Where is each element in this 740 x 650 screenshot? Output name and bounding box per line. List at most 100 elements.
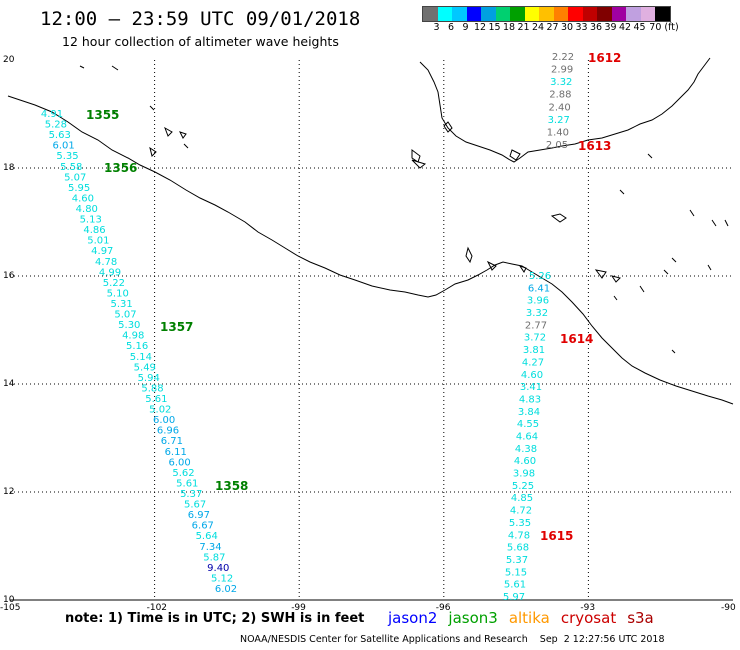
lat-lon-grid xyxy=(10,60,733,601)
swh-value: 4.60 xyxy=(72,193,94,204)
swh-value: 6.71 xyxy=(161,436,183,447)
coastline-mexico xyxy=(7,95,734,405)
swh-value: 6.00 xyxy=(168,457,190,468)
swh-value: 5.22 xyxy=(103,278,125,289)
colorbar-swatch xyxy=(582,7,597,21)
pass-time-labels: 1355 1356 1357 1358 1612 1613 1614 1615 xyxy=(86,51,621,543)
colorbar-swatch xyxy=(495,7,510,21)
colorbar-swatch xyxy=(655,7,670,21)
colorbar-label: 24 xyxy=(531,22,545,33)
swh-value: 3.72 xyxy=(524,333,546,344)
island-marks xyxy=(79,65,729,354)
swh-value: 4.83 xyxy=(519,395,541,406)
latitude-label: 16 xyxy=(3,271,15,281)
swh-value: 4.72 xyxy=(510,506,532,517)
swh-value: 5.13 xyxy=(80,215,102,226)
swh-value: 5.37 xyxy=(180,489,202,500)
longitude-label: -93 xyxy=(580,603,595,613)
swh-value: 5.63 xyxy=(49,130,71,141)
swh-value: 5.94 xyxy=(138,373,160,384)
swh-value: 5.35 xyxy=(56,151,78,162)
colorbar-label: 33 xyxy=(575,22,588,33)
pass-time-label: 1358 xyxy=(215,479,248,493)
latitude-label: 14 xyxy=(3,379,15,389)
swh-value: 6.00 xyxy=(153,415,175,426)
swh-value: 3.98 xyxy=(513,469,535,480)
swh-value: 1.40 xyxy=(547,127,569,138)
swh-value: 4.78 xyxy=(95,257,117,268)
swh-value: 5.49 xyxy=(134,362,156,373)
swh-value: 5.35 xyxy=(509,518,531,529)
swh-value: 6.41 xyxy=(528,283,550,294)
swh-value: 4.27 xyxy=(522,357,544,368)
swh-value: 5.62 xyxy=(172,468,194,479)
swh-value: 5.87 xyxy=(203,552,225,563)
swh-value: 3.81 xyxy=(523,345,545,356)
pass-time-label: 1612 xyxy=(588,51,621,65)
legend-cryosat: cryosat xyxy=(560,609,617,627)
legend-jason2: jason2 xyxy=(388,609,438,627)
swh-value: 3.96 xyxy=(527,296,549,307)
swh-value: 4.80 xyxy=(76,204,98,215)
swh-value: 5.07 xyxy=(64,172,86,183)
colorbar-swatch xyxy=(466,7,481,21)
colorbar-label: 42 xyxy=(618,22,632,33)
credit-line: NOAA/NESDIS Center for Satellite Applica… xyxy=(240,634,665,645)
colorbar-label: 9 xyxy=(462,22,469,33)
colorbar-label: 36 xyxy=(589,22,603,33)
colorbar-label: 15 xyxy=(488,22,501,33)
pass-time-label: 1615 xyxy=(540,529,573,543)
coastline-gulf xyxy=(419,57,711,163)
colorbar-label: 3 xyxy=(433,22,440,33)
longitude-label: -102 xyxy=(147,603,167,613)
swh-value: 3.84 xyxy=(518,407,540,418)
legend-s3a: s3a xyxy=(627,609,654,627)
colorbar-swatch xyxy=(597,7,612,21)
pass-time-label: 1614 xyxy=(560,332,593,346)
swh-value: 2.88 xyxy=(549,90,571,101)
swh-value: 5.12 xyxy=(211,573,233,584)
swh-value: 4.60 xyxy=(521,370,543,381)
swh-value: 3.32 xyxy=(526,308,548,319)
colorbar-label: 21 xyxy=(517,22,530,33)
pass-time-label: 1355 xyxy=(86,108,119,122)
swh-value: 2.05 xyxy=(546,140,568,151)
swh-value: 5.15 xyxy=(505,567,527,578)
latitude-label: 12 xyxy=(3,487,14,497)
longitude-labels: -105 -102 -99 -96 -93 -90 xyxy=(0,603,736,613)
latitude-label: 10 xyxy=(3,595,15,605)
satellite-legend: jason2 jason3 altika cryosat s3a xyxy=(388,609,665,627)
latitude-labels: 20 18 16 14 12 10 xyxy=(3,55,15,605)
colorbar-label: 30 xyxy=(560,22,574,33)
swh-value: 6.01 xyxy=(52,141,74,152)
swh-value: 4.99 xyxy=(99,267,121,278)
swh-value: 5.01 xyxy=(87,236,109,247)
swh-value: 5.67 xyxy=(184,500,206,511)
legend-jason3: jason3 xyxy=(448,609,498,627)
coastline xyxy=(7,57,734,405)
colorbar-swatch xyxy=(452,7,467,21)
swh-value: 4.86 xyxy=(83,225,105,236)
colorbar-swatch xyxy=(640,7,655,21)
swh-value: 4.55 xyxy=(517,419,539,430)
chart-title: 12:00 – 23:59 UTC 09/01/2018 xyxy=(40,8,361,30)
colorbar-swatch xyxy=(481,7,496,21)
pass-time-label: 1613 xyxy=(578,139,611,153)
swh-value: 9.40 xyxy=(207,563,229,574)
wave-height-colorbar xyxy=(422,6,671,22)
swh-value: 4.78 xyxy=(508,530,530,541)
swh-value: 2.99 xyxy=(551,65,573,76)
swh-value: 5.95 xyxy=(68,183,90,194)
swh-value: 4.64 xyxy=(516,432,538,443)
swh-value: 7.34 xyxy=(199,542,221,553)
swh-value: 4.60 xyxy=(514,456,536,467)
colorbar-swatch xyxy=(423,7,438,21)
swh-value: 5.64 xyxy=(196,531,218,542)
pass-time-label: 1357 xyxy=(160,320,193,334)
longitude-label: -90 xyxy=(721,603,736,613)
colorbar-label: 39 xyxy=(604,22,617,33)
colorbar-label: 6 xyxy=(447,22,455,33)
colorbar-label: 45 xyxy=(633,22,646,33)
longitude-label: -105 xyxy=(0,603,20,613)
swh-value: 2.40 xyxy=(548,102,570,113)
